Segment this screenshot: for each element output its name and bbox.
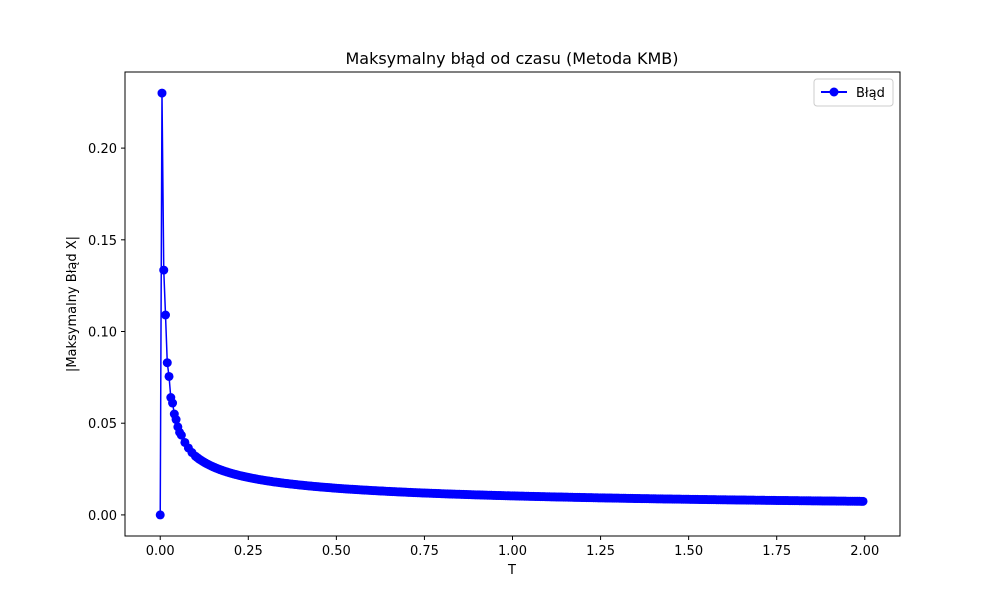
x-tick-label: 0.75 <box>410 544 439 559</box>
x-tick-label: 1.25 <box>586 544 615 559</box>
legend: Błąd <box>813 78 894 107</box>
legend-label: Błąd <box>856 86 885 101</box>
legend-marker-icon <box>829 87 839 97</box>
data-point <box>155 510 165 520</box>
y-axis-label: |Maksymalny Błąd X| <box>65 236 80 372</box>
x-tick-label: 1.75 <box>762 544 791 559</box>
x-tick-label: 0.25 <box>234 544 263 559</box>
y-tick-label: 0.00 <box>88 509 117 524</box>
data-point <box>159 265 169 275</box>
data-point <box>168 398 178 408</box>
data-point <box>157 88 167 98</box>
x-tick-label: 2.00 <box>850 544 879 559</box>
x-tick-label: 0.50 <box>322 544 351 559</box>
y-tick-label: 0.20 <box>88 142 117 157</box>
plot-layer <box>155 88 868 520</box>
data-point <box>162 358 172 368</box>
data-point <box>161 310 171 320</box>
data-point <box>176 430 186 440</box>
y-tick-label: 0.10 <box>88 326 117 341</box>
y-tick-label: 0.15 <box>88 234 117 249</box>
y-tick-label: 0.05 <box>88 417 117 432</box>
x-tick-label: 0.00 <box>146 544 175 559</box>
data-point <box>858 496 868 506</box>
data-point <box>164 371 174 381</box>
x-tick-label: 1.50 <box>674 544 703 559</box>
x-tick-label: 1.00 <box>498 544 527 559</box>
x-ticks: 0.00 0.25 0.50 0.75 1.00 1.25 1.50 1.75 2.00 <box>146 536 879 559</box>
y-ticks: 0.00 0.05 0.10 0.15 0.20 <box>88 142 125 524</box>
legend-box <box>813 78 894 107</box>
x-axis-label: T <box>507 563 516 578</box>
data-point <box>171 415 181 425</box>
chart-title: Maksymalny błąd od czasu (Metoda KMB) <box>345 49 678 68</box>
